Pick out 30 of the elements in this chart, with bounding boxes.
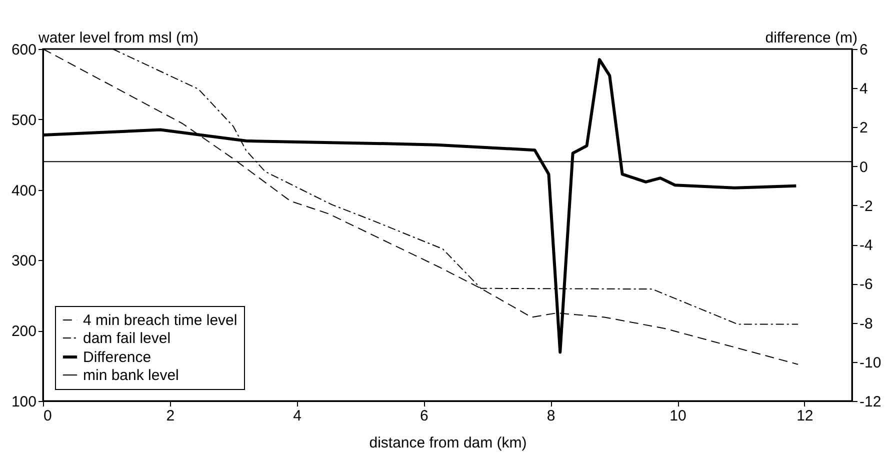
- y2-tick-label: 2: [860, 120, 868, 137]
- x-tick-label: 0: [44, 408, 52, 424]
- y2-tick-label: -10: [860, 354, 882, 372]
- y2-tick-label: -2: [860, 198, 873, 215]
- y-axis-title: water level from msl (m): [38, 30, 199, 46]
- y2-tick-label: 0: [860, 158, 868, 176]
- y2-tick-label: 4: [860, 80, 868, 98]
- x-tick-label: 6: [420, 408, 428, 424]
- y-tick-label: 100: [11, 394, 36, 410]
- legend-label: 4 min breach time level: [83, 312, 238, 329]
- x-tick-label: 10: [670, 408, 686, 424]
- legend-label: dam fail level: [83, 330, 171, 347]
- y2-tick-label: -8: [860, 315, 873, 332]
- y-tick-label: 400: [11, 182, 36, 200]
- x-tick-label: 12: [796, 408, 814, 424]
- y-tick-label: 600: [11, 42, 36, 58]
- y2-axis-title: difference (m): [765, 30, 858, 46]
- y2-tick-label: -6: [860, 276, 873, 294]
- x-axis-title: distance from dam (km): [369, 434, 527, 452]
- y-tick-label: 300: [11, 252, 36, 270]
- y-tick-label: 500: [11, 112, 36, 129]
- y2-tick-label: -12: [860, 394, 882, 410]
- y-tick-label: 200: [11, 323, 36, 340]
- legend-label: Difference: [83, 349, 152, 366]
- legend-label: min bank level: [83, 367, 179, 384]
- y2-tick-label: -4: [860, 237, 873, 254]
- y2-tick-label: 6: [860, 42, 868, 58]
- x-tick-label: 4: [293, 408, 302, 424]
- x-tick-label: 2: [166, 408, 175, 424]
- x-tick-label: 8: [546, 408, 556, 424]
